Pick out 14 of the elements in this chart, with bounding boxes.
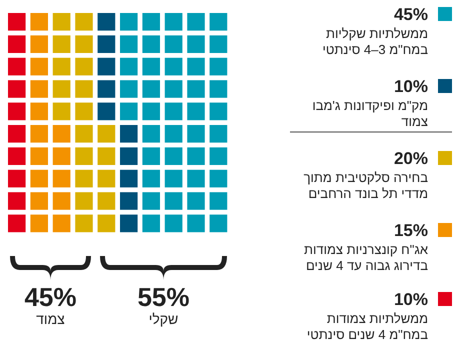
data-label: 10% [394, 77, 428, 96]
category-label: מק"מ ופיקדונות ג'מבו צמוד [312, 98, 428, 129]
category-label: ממשלתיות שקליות במח"מ 3–4 סינתטי [322, 26, 428, 57]
text: 45% [24, 282, 77, 312]
data-label: 10% [394, 290, 428, 309]
data-label: 15% [394, 221, 428, 240]
category-label: בחירה סלקטיבית מתוך מדדי תל בונד הרחבים [304, 170, 428, 201]
data-label: 20% [394, 149, 428, 168]
category-label: ממשלתיות צמודות במח"מ 4 שנים סינתטי [306, 311, 428, 342]
text: שקלי [148, 311, 178, 327]
category-label: אג"ח קונצרניות צמודות בדירוג גבוה עד 4 שנים [304, 242, 428, 273]
text: 55% [137, 282, 190, 312]
data-label: 45% [394, 5, 428, 24]
text: צמוד [36, 311, 66, 327]
